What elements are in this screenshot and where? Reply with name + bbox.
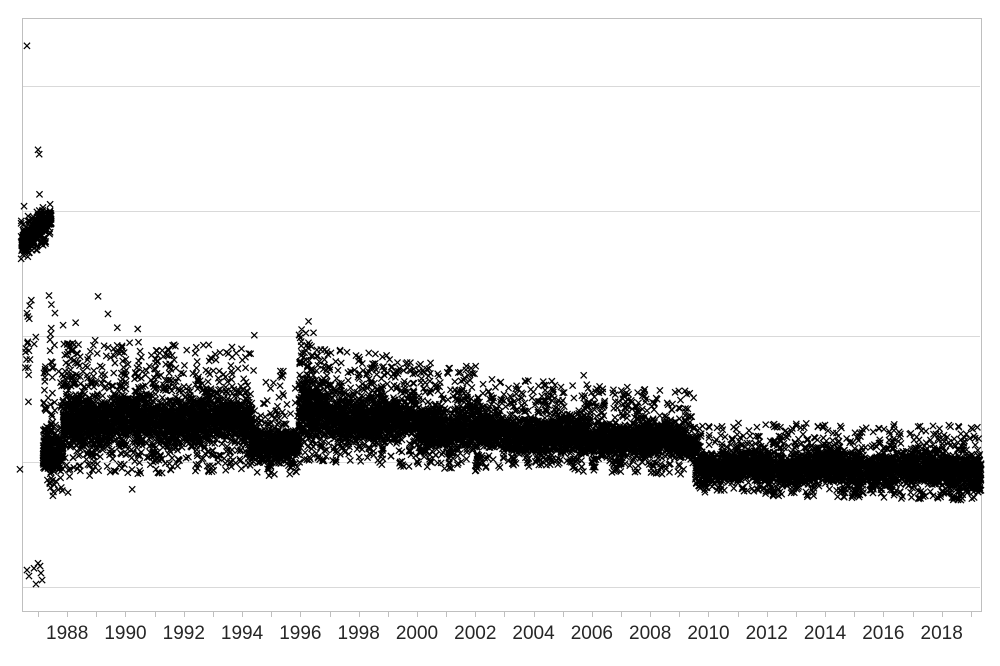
scatter-plot-canvas xyxy=(0,0,1000,666)
scatter-chart: 1988 1990 1992 1994 1996 1998 2000 2002 2004 2006… xyxy=(0,0,1000,666)
